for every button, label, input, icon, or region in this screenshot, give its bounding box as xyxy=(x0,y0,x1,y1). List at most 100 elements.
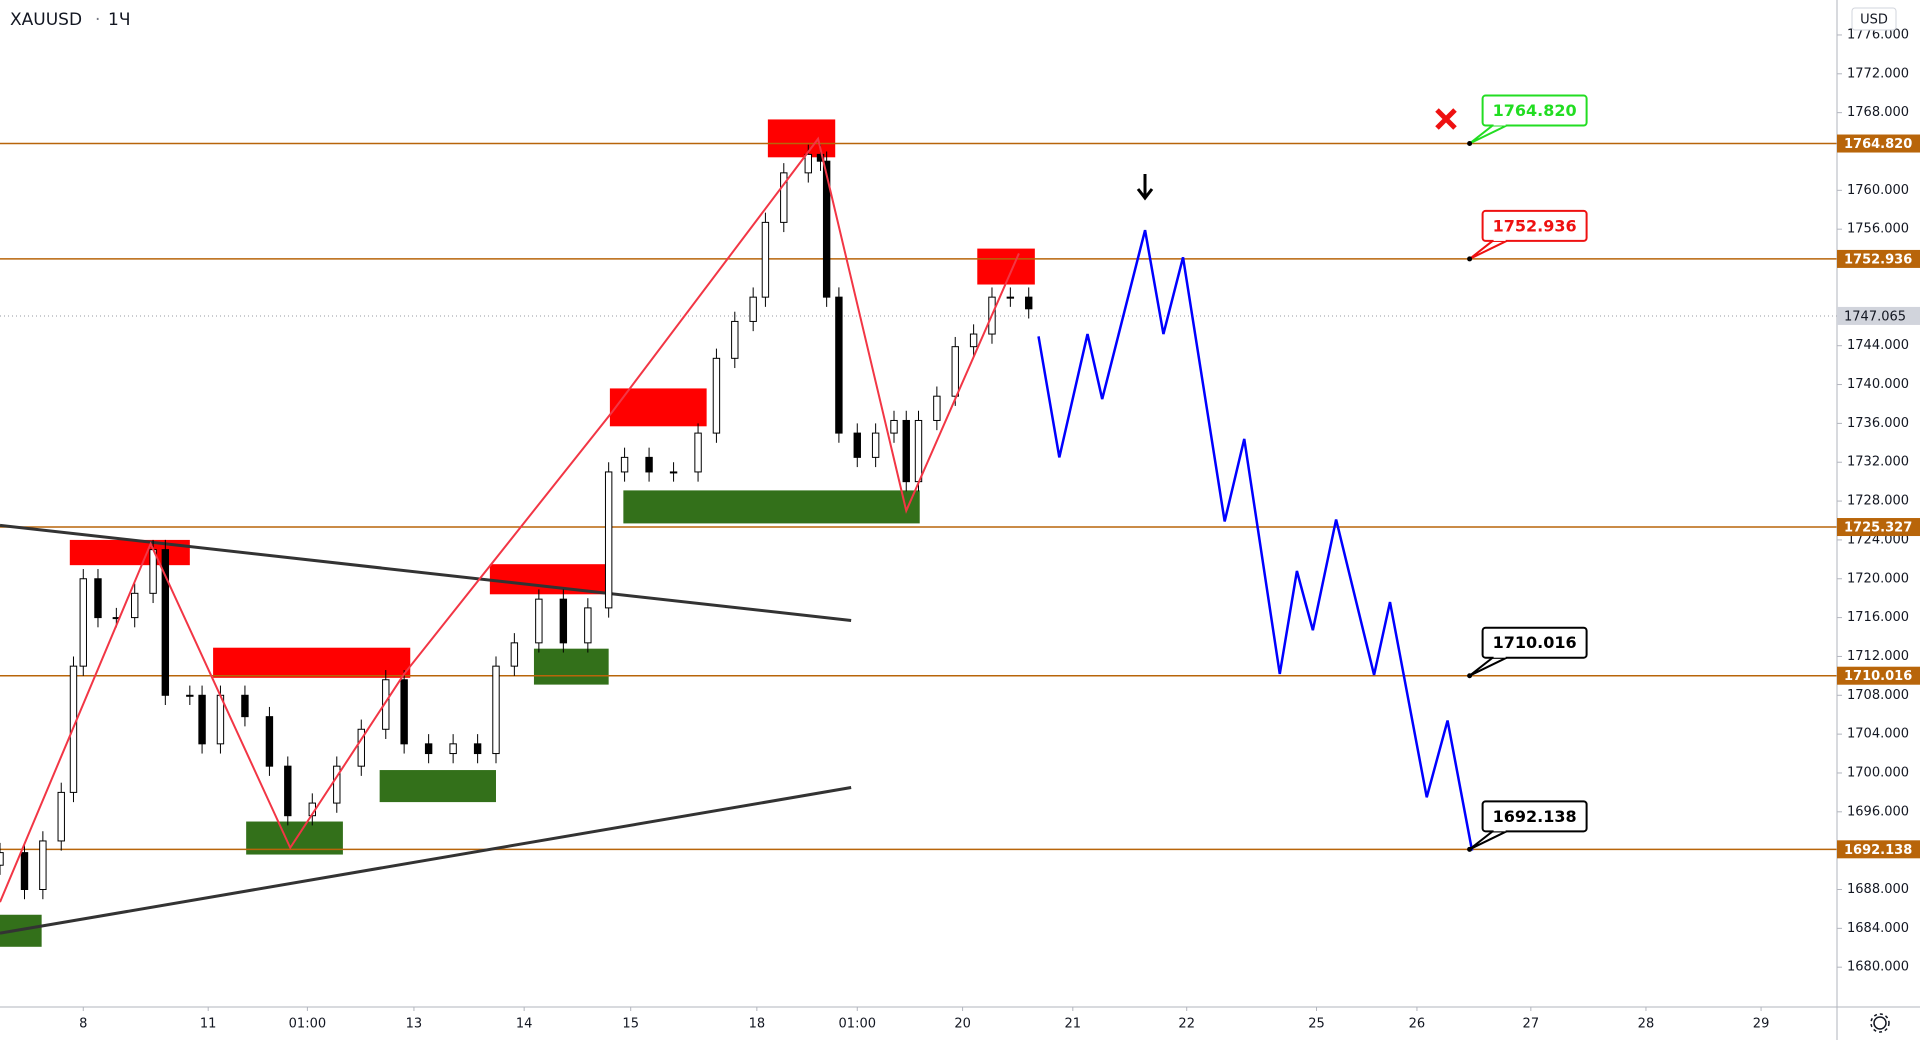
callout-label: 1710.016 xyxy=(1493,633,1577,652)
candle-body xyxy=(822,160,831,298)
zone xyxy=(977,248,1035,285)
candle-body xyxy=(535,598,543,644)
y-tick-label: 1728.000 xyxy=(1847,494,1909,509)
level-axis-label-bg xyxy=(1837,666,1920,685)
candle-body xyxy=(1006,296,1015,299)
interval: 1Ч xyxy=(108,10,130,30)
y-tick-label: 1700.000 xyxy=(1847,765,1909,780)
candle-body xyxy=(186,694,194,697)
x-tick-label: 25 xyxy=(1308,1017,1325,1032)
candle-body xyxy=(94,578,102,619)
candle-body xyxy=(0,852,4,866)
candle-body xyxy=(902,419,910,483)
candle-body xyxy=(357,728,365,767)
y-tick-label: 1704.000 xyxy=(1847,727,1909,742)
x-tick-label: 29 xyxy=(1753,1017,1770,1032)
callout-box xyxy=(1481,94,1588,127)
callout-gap xyxy=(1493,122,1506,126)
separator: · xyxy=(95,10,100,30)
candle-body xyxy=(871,432,880,458)
callout-gap xyxy=(1493,654,1506,658)
callout-box xyxy=(1481,800,1588,833)
x-tick-label: 27 xyxy=(1523,1017,1540,1032)
candle-body xyxy=(933,395,941,421)
callout-label: 1752.936 xyxy=(1493,216,1577,235)
axes: 1680.000 1684.000 1688.000 1696.000 1700.000… xyxy=(79,27,1920,1032)
candle-body xyxy=(816,153,825,162)
candle-body xyxy=(265,716,274,767)
candle-body xyxy=(449,743,457,755)
candle-body xyxy=(749,296,757,322)
down-arrow xyxy=(1136,174,1154,201)
x-tick-label: 13 xyxy=(406,1017,423,1032)
currency: USD xyxy=(1860,13,1888,28)
zigzag-line xyxy=(0,136,1020,903)
candle-body xyxy=(951,346,959,397)
x-tick-label: 20 xyxy=(954,1017,971,1032)
candle-body xyxy=(198,694,206,745)
y-tick-label: 1720.000 xyxy=(1847,571,1909,586)
callout-anchor xyxy=(1467,141,1473,147)
callout-box xyxy=(1481,209,1588,242)
candle-body xyxy=(241,694,249,718)
candle-body xyxy=(473,743,482,755)
trendline xyxy=(0,523,852,623)
level-axis-label: 1692.138 xyxy=(1844,843,1912,858)
candle-body xyxy=(890,419,898,434)
x-tick-label: 18 xyxy=(749,1017,766,1032)
candle-body xyxy=(39,840,47,891)
candle-body xyxy=(382,679,390,730)
y-tick-label: 1756.000 xyxy=(1847,222,1909,237)
candle-body xyxy=(969,333,978,348)
projection-line xyxy=(1037,229,1474,851)
x-tick-label: 15 xyxy=(622,1017,639,1032)
candle-body xyxy=(620,456,629,473)
candle-body xyxy=(761,221,770,298)
candle-body xyxy=(492,665,500,755)
candle-body xyxy=(694,432,702,473)
cross-marker xyxy=(1435,108,1457,130)
candle-body xyxy=(804,153,812,174)
y-tick-label: 1724.000 xyxy=(1847,532,1909,547)
y-tick-label: 1760.000 xyxy=(1847,183,1909,198)
candle-body xyxy=(731,320,739,359)
candle-body xyxy=(284,765,292,817)
y-tick-label: 1712.000 xyxy=(1847,649,1909,664)
candle-body xyxy=(1025,296,1033,310)
candle-body xyxy=(20,852,29,891)
currency-box[interactable] xyxy=(1851,7,1897,31)
zone xyxy=(213,647,411,678)
x-tick-label: 14 xyxy=(516,1017,533,1032)
x-tick-label: 22 xyxy=(1178,1017,1195,1032)
x-tick-label: 11 xyxy=(200,1017,217,1032)
y-tick-label: 1680.000 xyxy=(1847,960,1909,975)
last-price-label-bg xyxy=(1837,306,1920,325)
zone xyxy=(489,564,605,595)
y-tick-label: 1732.000 xyxy=(1847,455,1909,470)
y-tick-label: 1688.000 xyxy=(1847,882,1909,897)
candle-body xyxy=(914,419,923,483)
zone xyxy=(379,770,496,803)
x-tick-label: 28 xyxy=(1638,1017,1655,1032)
callout-gap xyxy=(1493,828,1506,832)
plot-area: 1764.820 1752.936 1710.016 1692.138 xyxy=(0,94,1837,947)
x-tick-label: 21 xyxy=(1065,1017,1082,1032)
y-tick-label: 1776.000 xyxy=(1847,27,1909,42)
candle-body xyxy=(131,592,139,619)
trendline xyxy=(0,786,852,935)
y-tick-label: 1736.000 xyxy=(1847,416,1909,431)
y-tick-label: 1740.000 xyxy=(1847,377,1909,392)
callout-box xyxy=(1481,626,1588,659)
settings-icon[interactable] xyxy=(1870,1013,1890,1033)
candle-body xyxy=(712,357,721,434)
level-axis-label-bg xyxy=(1837,840,1920,859)
y-tick-label: 1708.000 xyxy=(1847,688,1909,703)
level-axis-label: 1752.936 xyxy=(1844,252,1912,267)
candle-body xyxy=(510,642,519,667)
candle-body xyxy=(79,578,87,667)
level-axis-label: 1764.820 xyxy=(1844,137,1912,152)
candle-body xyxy=(559,598,568,644)
x-tick-label: 01:00 xyxy=(289,1017,326,1032)
